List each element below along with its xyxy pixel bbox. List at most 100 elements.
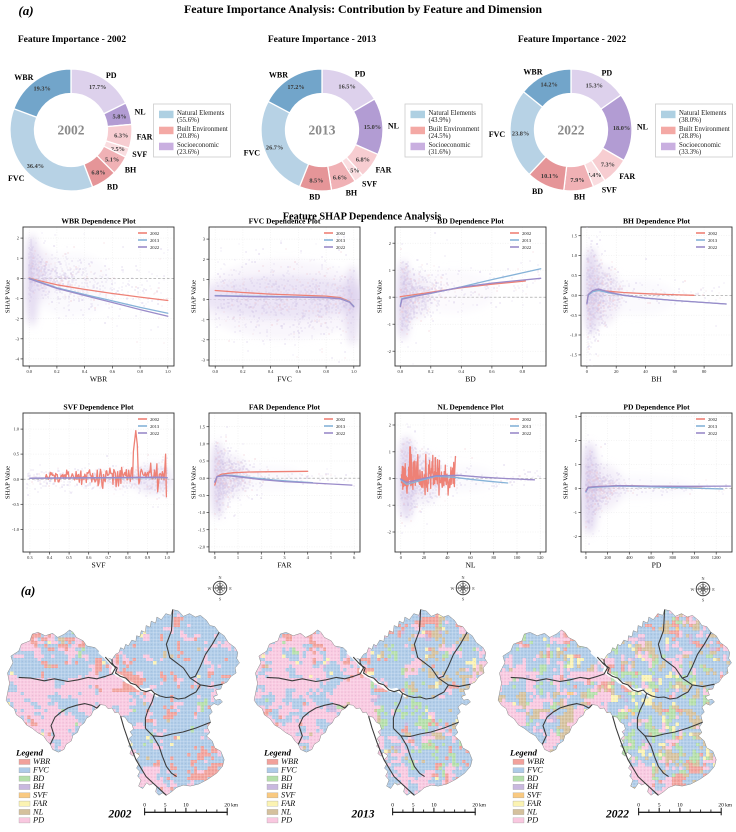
svg-text:16.5%: 16.5% (338, 83, 355, 90)
svg-text:2: 2 (260, 555, 262, 560)
svg-text:2013: 2013 (351, 809, 375, 821)
svg-text:2002: 2002 (708, 417, 718, 422)
svg-text:NL: NL (135, 108, 146, 117)
svg-text:NL: NL (32, 807, 44, 816)
svg-text:2013: 2013 (150, 238, 160, 243)
svg-text:FAR Dependence Plot: FAR Dependence Plot (249, 403, 321, 412)
svg-text:1.5: 1.5 (200, 424, 206, 429)
svg-text:SHAP Value: SHAP Value (5, 280, 12, 313)
svg-text:W: W (691, 587, 695, 592)
svg-text:2: 2 (575, 438, 577, 443)
svg-text:0: 0 (391, 803, 394, 809)
svg-text:SVF: SVF (527, 791, 542, 800)
svg-text:26.7%: 26.7% (266, 145, 283, 152)
svg-text:0: 0 (143, 803, 146, 809)
svg-text:0.0: 0.0 (572, 293, 578, 298)
svg-text:FAR: FAR (277, 561, 292, 570)
svg-text:SVF: SVF (92, 561, 106, 570)
svg-text:-1.0: -1.0 (570, 333, 578, 338)
svg-text:(24.5%): (24.5%) (429, 133, 451, 140)
svg-text:2002: 2002 (150, 417, 160, 422)
svg-text:WBR: WBR (90, 375, 108, 384)
svg-text:1.5: 1.5 (572, 233, 578, 238)
svg-text:0: 0 (575, 486, 578, 491)
svg-text:0.0: 0.0 (26, 369, 32, 374)
svg-text:6: 6 (353, 555, 356, 560)
svg-text:17.2%: 17.2% (287, 84, 304, 91)
svg-text:N: N (218, 575, 221, 580)
svg-text:1200: 1200 (712, 555, 722, 560)
svg-text:Legend: Legend (15, 748, 43, 758)
svg-text:14.2%: 14.2% (541, 82, 558, 89)
svg-text:5: 5 (164, 803, 167, 809)
svg-text:(43.9%): (43.9%) (429, 117, 451, 124)
svg-text:10: 10 (183, 803, 189, 809)
svg-text:NL: NL (388, 122, 399, 131)
svg-text:0.2: 0.2 (240, 369, 246, 374)
svg-text:0.0: 0.0 (212, 369, 218, 374)
svg-text:-2: -2 (573, 534, 577, 539)
svg-text:0.0: 0.0 (398, 369, 404, 374)
svg-text:PD: PD (106, 71, 117, 80)
svg-text:0: 0 (389, 295, 392, 300)
svg-text:Built Environment: Built Environment (429, 126, 480, 133)
svg-text:0.6: 0.6 (110, 369, 116, 374)
svg-text:SVF: SVF (132, 150, 147, 159)
svg-text:1: 1 (575, 462, 577, 467)
svg-text:0.8: 0.8 (323, 369, 329, 374)
svg-text:NL: NL (637, 123, 648, 132)
svg-text:E: E (712, 587, 715, 592)
svg-text:6.6%: 6.6% (333, 174, 347, 181)
svg-text:5.8%: 5.8% (113, 113, 127, 120)
svg-text:-2: -2 (387, 349, 391, 354)
svg-text:-2: -2 (387, 530, 391, 535)
svg-text:BH: BH (281, 782, 293, 791)
svg-text:2013: 2013 (336, 424, 346, 429)
svg-text:E: E (472, 586, 475, 591)
svg-text:PD: PD (526, 816, 538, 825)
svg-text:Built Environment: Built Environment (177, 126, 228, 133)
svg-text:2022: 2022 (708, 245, 718, 250)
svg-text:0.4: 0.4 (82, 369, 88, 374)
svg-text:SVF Dependence Plot: SVF Dependence Plot (63, 403, 134, 412)
svg-text:3.4%: 3.4% (587, 172, 601, 179)
svg-text:80: 80 (702, 369, 707, 374)
svg-text:FAR: FAR (526, 799, 541, 808)
svg-text:-4: -4 (15, 357, 19, 362)
svg-text:FVC: FVC (489, 130, 506, 139)
svg-text:60: 60 (468, 555, 473, 560)
svg-text:-1.5: -1.5 (198, 527, 206, 532)
svg-text:2022: 2022 (336, 431, 346, 436)
svg-text:36.4%: 36.4% (27, 163, 44, 170)
svg-text:WBR: WBR (269, 70, 288, 79)
svg-text:PD: PD (652, 561, 662, 570)
svg-text:SVF: SVF (602, 185, 617, 194)
svg-text:600: 600 (648, 555, 655, 560)
svg-text:0: 0 (389, 476, 392, 481)
svg-text:FVC Dependence Plot: FVC Dependence Plot (249, 217, 321, 226)
svg-text:BH: BH (125, 165, 137, 174)
svg-text:0.6: 0.6 (296, 369, 302, 374)
svg-text:Legend: Legend (509, 748, 537, 758)
svg-text:-3: -3 (201, 358, 205, 363)
svg-text:FVC: FVC (526, 766, 543, 775)
svg-text:2022: 2022 (522, 245, 532, 250)
svg-text:-0.5: -0.5 (198, 493, 206, 498)
svg-text:Feature SHAP Dependence Analys: Feature SHAP Dependence Analysis (283, 212, 442, 223)
svg-text:SHAP Value: SHAP Value (563, 280, 570, 313)
svg-text:N: N (701, 576, 704, 581)
svg-text:2013: 2013 (522, 238, 532, 243)
svg-text:2022: 2022 (336, 245, 346, 250)
svg-text:2022: 2022 (708, 431, 718, 436)
svg-text:BH: BH (574, 193, 586, 202)
svg-text:FAR: FAR (137, 132, 153, 141)
svg-text:BH: BH (527, 782, 539, 791)
svg-text:2022: 2022 (605, 809, 629, 821)
svg-text:BD Dependence Plot: BD Dependence Plot (437, 217, 504, 226)
svg-text:15.3%: 15.3% (586, 82, 603, 89)
svg-text:(38.0%): (38.0%) (679, 117, 701, 124)
svg-text:Feature Importance - 2002: Feature Importance - 2002 (18, 35, 127, 45)
svg-text:BD: BD (309, 193, 320, 202)
svg-text:FAR: FAR (280, 799, 295, 808)
svg-text:W: W (208, 586, 212, 591)
